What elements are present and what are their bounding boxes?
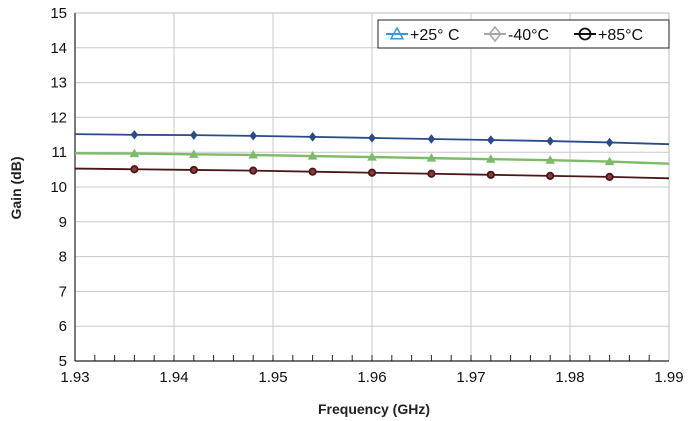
y-tick-label: 9: [59, 214, 67, 231]
data-point-series-1: [189, 149, 199, 158]
data-point-series-1: [486, 154, 496, 163]
y-tick-label: 11: [51, 144, 67, 161]
data-point-series-3: [130, 165, 139, 174]
data-point-series-3: [427, 169, 436, 178]
data-point-series-2: [546, 136, 554, 146]
y-axis-title: Gain (dB): [8, 157, 24, 220]
x-tick-label: 1.96: [357, 369, 386, 386]
x-tick-label: 1.99: [654, 369, 683, 386]
data-point-series-1: [248, 149, 258, 159]
data-point-series-3: [605, 172, 614, 182]
tick-labels: 5 6 7 8 9 10 11 12 13 14 15 1.93 1.94 1.95 1.96 1.97 1.9…: [50, 5, 683, 386]
data-point-series-2: [605, 137, 614, 148]
data-point-series-1: [129, 148, 140, 158]
data-point-series-1: [545, 155, 555, 164]
y-tick-label: 8: [59, 249, 67, 266]
x-tick-label: 1.93: [60, 369, 89, 386]
x-tick-label: 1.95: [258, 369, 287, 386]
circle-icon: [578, 27, 592, 41]
data-point-series-3: [486, 170, 495, 179]
y-tick-label: 13: [50, 75, 67, 92]
y-tick-label: 5: [59, 353, 67, 370]
data-point-series-1: [426, 153, 437, 162]
data-point-series-3: [189, 165, 198, 175]
data-point-series-2: [190, 130, 198, 140]
legend-label: +25° C: [410, 27, 460, 44]
data-point-series-3: [249, 166, 258, 175]
y-tick-label: 6: [59, 318, 67, 335]
y-tick-label: 7: [59, 283, 67, 300]
series-markers: [129, 130, 615, 182]
legend-label: -40°C: [508, 27, 549, 44]
data-point-series-1: [367, 152, 377, 161]
data-point-series-2: [249, 131, 257, 141]
legend: +25° C -40°C +85°C: [377, 19, 670, 49]
legend-box: [377, 19, 670, 49]
data-point-series-3: [308, 167, 317, 176]
triangle-icon: [389, 26, 405, 40]
y-tick-label: 10: [50, 179, 67, 196]
x-axis-title: Frequency (GHz): [318, 401, 430, 417]
y-tick-label: 15: [50, 5, 67, 22]
x-tick-label: 1.98: [555, 369, 584, 386]
data-point-series-2: [130, 130, 139, 140]
y-tick-label: 14: [50, 40, 67, 57]
data-point-series-3: [367, 168, 377, 177]
y-tick-label: 12: [50, 109, 67, 126]
data-point-series-2: [308, 132, 317, 142]
data-point-series-2: [487, 135, 495, 145]
axes: [74, 12, 670, 362]
data-point-series-3: [546, 171, 555, 180]
diamond-icon: [488, 25, 502, 43]
data-point-series-1: [604, 156, 615, 166]
x-tick-label: 1.94: [159, 369, 188, 386]
data-point-series-2: [427, 134, 436, 144]
x-tick-label: 1.97: [456, 369, 485, 386]
legend-label: +85°C: [598, 27, 643, 44]
data-point-series-1: [307, 150, 318, 160]
data-point-series-2: [368, 133, 376, 143]
